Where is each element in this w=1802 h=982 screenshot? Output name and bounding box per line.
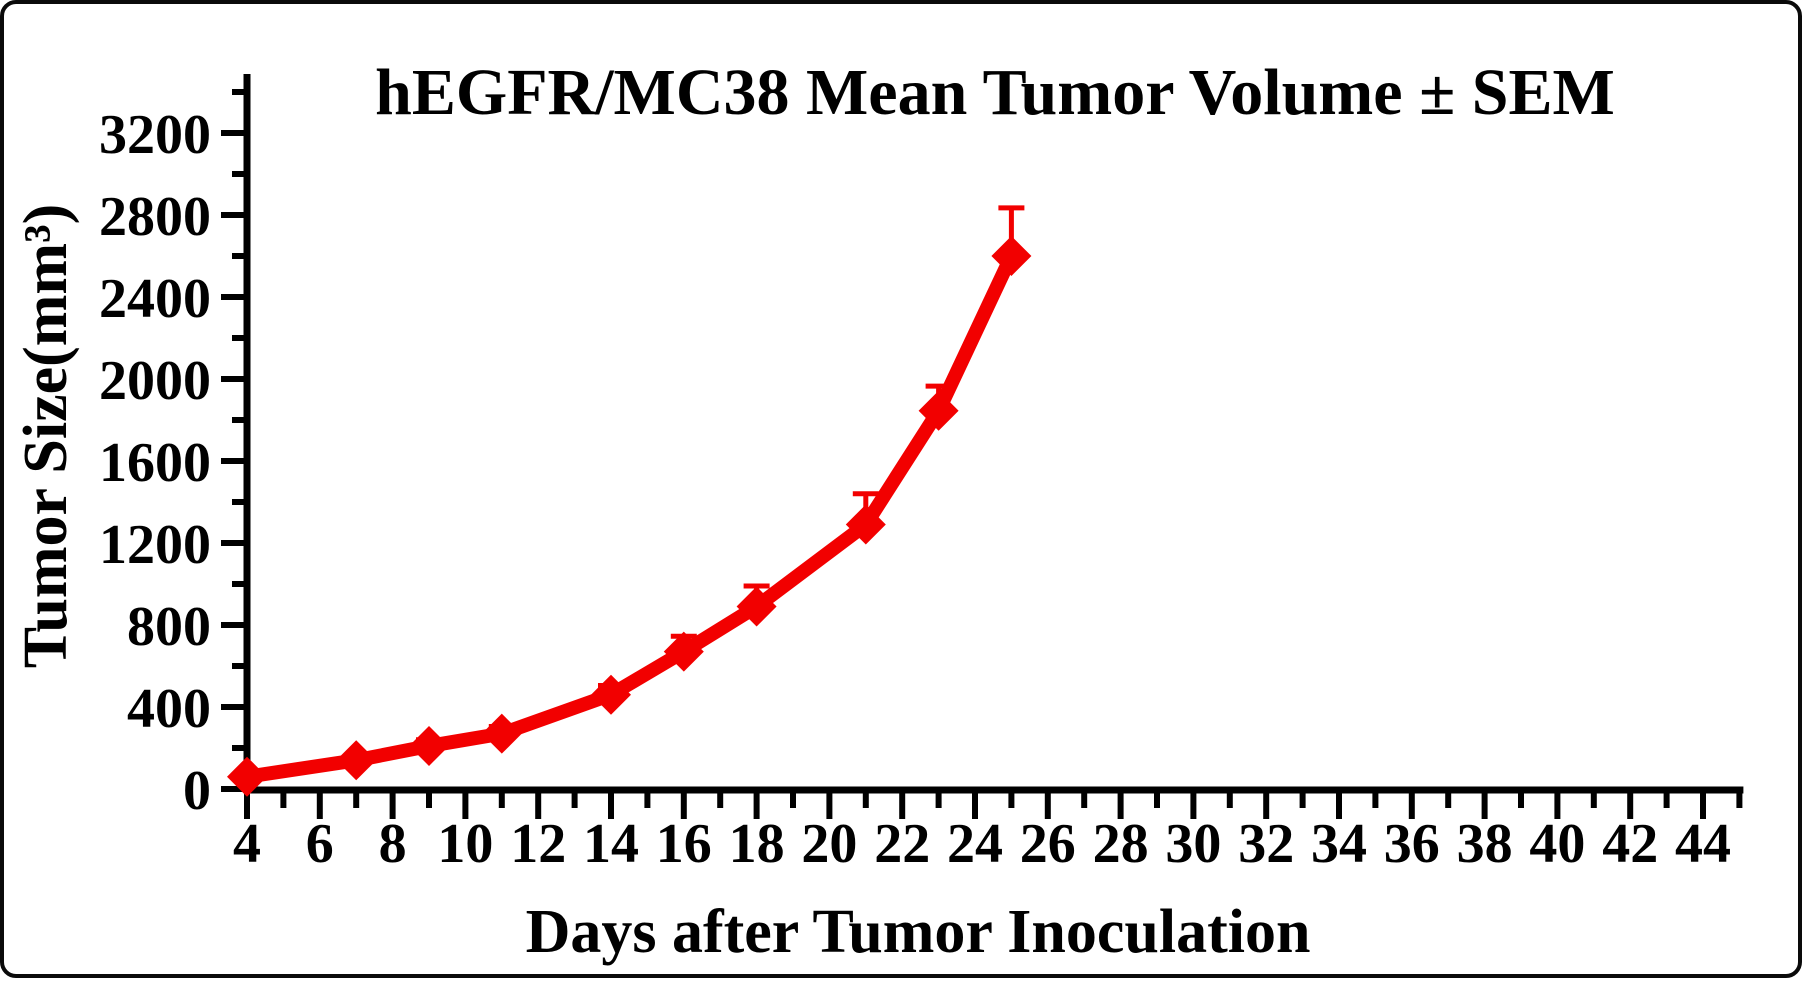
x-tick-label: 14 <box>583 813 639 875</box>
x-tick-label: 38 <box>1457 813 1513 875</box>
x-tick-label: 4 <box>233 813 261 875</box>
y-tick-label: 400 <box>127 678 211 740</box>
x-tick-label: 32 <box>1238 813 1294 875</box>
y-tick-label: 0 <box>183 760 211 822</box>
y-tick-label: 2400 <box>99 268 211 330</box>
x-axis-label: Days after Tumor Inoculation <box>526 898 1311 966</box>
x-tick-label: 6 <box>306 813 334 875</box>
x-tick-label: 12 <box>510 813 566 875</box>
y-axis-label: Tumor Size(mm³) <box>12 204 80 669</box>
x-tick-label: 44 <box>1675 813 1731 875</box>
y-tick-label: 1200 <box>99 514 211 576</box>
x-tick-label: 34 <box>1311 813 1367 875</box>
x-tick-label: 26 <box>1020 813 1076 875</box>
y-tick-label: 3200 <box>99 104 211 166</box>
x-tick-label: 40 <box>1529 813 1585 875</box>
x-tick-label: 8 <box>379 813 407 875</box>
x-tick-label: 42 <box>1602 813 1658 875</box>
x-tick-label: 30 <box>1165 813 1221 875</box>
y-tick-label: 2800 <box>99 186 211 248</box>
data-point-marker <box>336 740 376 780</box>
x-tick-label: 24 <box>947 813 1003 875</box>
y-tick-label: 800 <box>127 596 211 658</box>
data-point-marker <box>482 714 522 754</box>
x-tick-label: 20 <box>801 813 857 875</box>
data-point-marker <box>409 726 449 766</box>
y-tick-label: 2000 <box>99 350 211 412</box>
x-tick-label: 16 <box>656 813 712 875</box>
x-tick-label: 28 <box>1093 813 1149 875</box>
series-line <box>247 256 1011 777</box>
x-tick-label: 36 <box>1384 813 1440 875</box>
x-tick-label: 10 <box>437 813 493 875</box>
x-tick-label: 18 <box>729 813 785 875</box>
x-tick-label: 22 <box>874 813 930 875</box>
y-tick-label: 1600 <box>99 432 211 494</box>
chart-title: hEGFR/MC38 Mean Tumor Volume ± SEM <box>375 56 1615 129</box>
